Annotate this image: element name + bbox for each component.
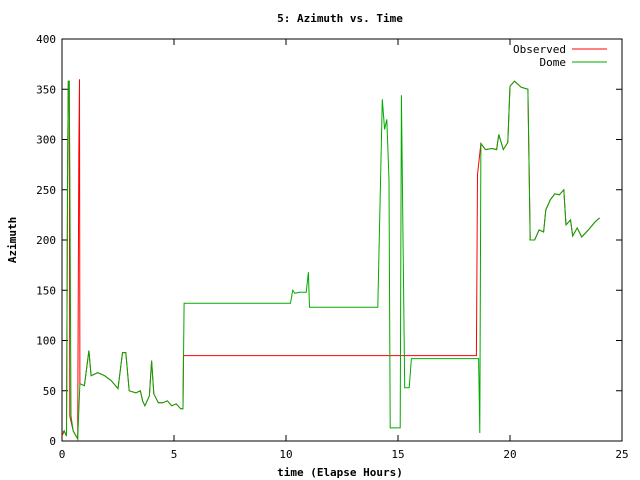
y-axis-ticks: 0 50 100 150 200 250 300 350 400 bbox=[36, 33, 622, 448]
y-tick-label: 150 bbox=[36, 284, 56, 297]
y-tick-label: 400 bbox=[36, 33, 56, 46]
plot-frame bbox=[61, 38, 623, 442]
x-tick-label: 25 bbox=[615, 448, 628, 461]
y-axis-label: Azimuth bbox=[6, 217, 19, 263]
y-tick-label: 250 bbox=[36, 184, 56, 197]
x-tick-label: 0 bbox=[59, 448, 66, 461]
x-tick-label: 15 bbox=[391, 448, 404, 461]
y-tick-label: 100 bbox=[36, 335, 56, 348]
legend-label-observed: Observed bbox=[513, 43, 566, 56]
x-tick-label: 5 bbox=[171, 448, 178, 461]
y-tick-label: 300 bbox=[36, 134, 56, 147]
series-line-dome bbox=[61, 80, 600, 441]
series-line-observed bbox=[61, 79, 600, 441]
y-tick-label: 0 bbox=[49, 435, 56, 448]
chart-title: 5: Azimuth vs. Time bbox=[277, 12, 403, 25]
y-tick-label: 350 bbox=[36, 83, 56, 96]
x-axis-ticks: 0 5 10 15 20 25 bbox=[59, 39, 629, 461]
x-tick-label: 20 bbox=[503, 448, 516, 461]
series-layer bbox=[61, 79, 600, 441]
y-tick-label: 200 bbox=[36, 234, 56, 247]
x-axis-label: time (Elapse Hours) bbox=[277, 466, 403, 479]
legend-label-dome: Dome bbox=[540, 56, 567, 69]
y-tick-label: 50 bbox=[43, 385, 56, 398]
x-tick-label: 10 bbox=[279, 448, 292, 461]
